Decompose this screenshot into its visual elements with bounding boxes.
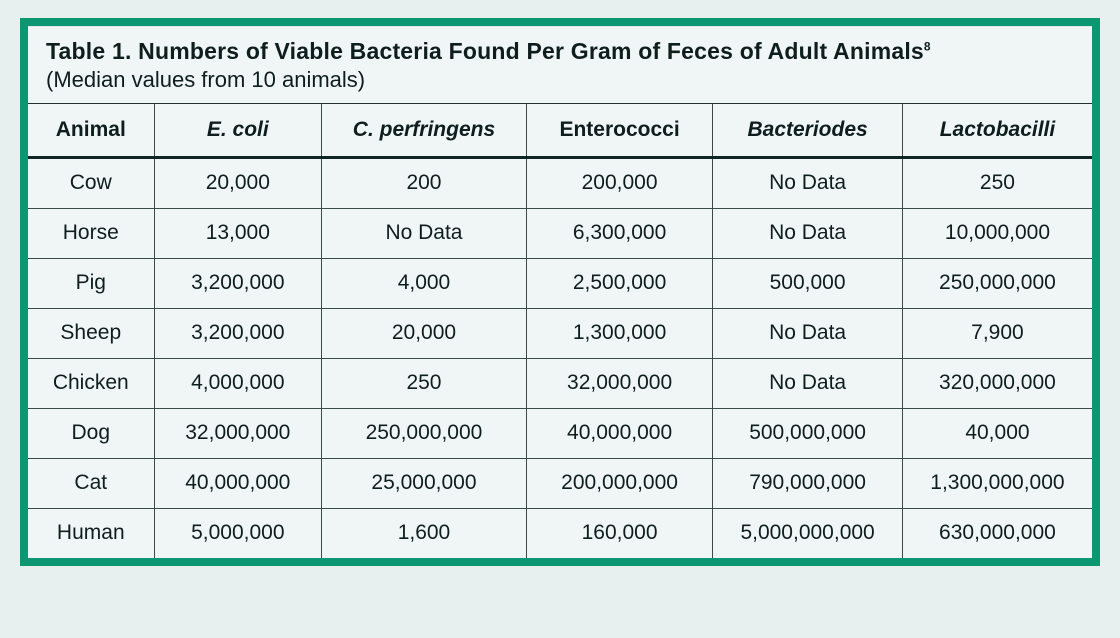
cell-animal: Human — [28, 509, 154, 559]
table-title-prefix: Table 1. — [46, 38, 138, 64]
cell-enterococci: 2,500,000 — [526, 259, 712, 309]
cell-ecoli: 32,000,000 — [154, 409, 322, 459]
table-title-superscript: 8 — [924, 39, 931, 53]
cell-bacteriodes: No Data — [713, 309, 903, 359]
col-header-lactobacilli-label: Lactobacilli — [940, 118, 1056, 141]
col-header-ecoli: E. coli — [154, 104, 322, 158]
cell-lactobacilli: 40,000 — [902, 409, 1092, 459]
col-header-lactobacilli: Lactobacilli — [902, 104, 1092, 158]
cell-cperfringens: 20,000 — [322, 309, 527, 359]
cell-ecoli: 20,000 — [154, 158, 322, 209]
table-row: Pig 3,200,000 4,000 2,500,000 500,000 25… — [28, 259, 1092, 309]
cell-lactobacilli: 250,000,000 — [902, 259, 1092, 309]
cell-lactobacilli: 10,000,000 — [902, 209, 1092, 259]
table-row: Cow 20,000 200 200,000 No Data 250 — [28, 158, 1092, 209]
cell-animal: Cat — [28, 459, 154, 509]
cell-animal: Pig — [28, 259, 154, 309]
bacteria-table: Animal E. coli C. perfringens Enterococc… — [28, 104, 1092, 558]
table-frame: Table 1. Numbers of Viable Bacteria Foun… — [20, 18, 1100, 566]
cell-enterococci: 32,000,000 — [526, 359, 712, 409]
col-header-cperfringens: C. perfringens — [322, 104, 527, 158]
table-title-block: Table 1. Numbers of Viable Bacteria Foun… — [28, 26, 1092, 104]
cell-ecoli: 40,000,000 — [154, 459, 322, 509]
cell-animal: Horse — [28, 209, 154, 259]
table-row: Human 5,000,000 1,600 160,000 5,000,000,… — [28, 509, 1092, 559]
cell-ecoli: 4,000,000 — [154, 359, 322, 409]
table-row: Chicken 4,000,000 250 32,000,000 No Data… — [28, 359, 1092, 409]
cell-enterococci: 200,000,000 — [526, 459, 712, 509]
cell-bacteriodes: 500,000,000 — [713, 409, 903, 459]
cell-bacteriodes: No Data — [713, 359, 903, 409]
table-row: Sheep 3,200,000 20,000 1,300,000 No Data… — [28, 309, 1092, 359]
cell-bacteriodes: No Data — [713, 209, 903, 259]
cell-lactobacilli: 7,900 — [902, 309, 1092, 359]
cell-lactobacilli: 630,000,000 — [902, 509, 1092, 559]
col-header-enterococci: Enterococci — [526, 104, 712, 158]
table-header-row: Animal E. coli C. perfringens Enterococc… — [28, 104, 1092, 158]
cell-cperfringens: 200 — [322, 158, 527, 209]
cell-animal: Dog — [28, 409, 154, 459]
cell-bacteriodes: 500,000 — [713, 259, 903, 309]
cell-animal: Sheep — [28, 309, 154, 359]
cell-ecoli: 3,200,000 — [154, 259, 322, 309]
cell-animal: Chicken — [28, 359, 154, 409]
cell-cperfringens: 250,000,000 — [322, 409, 527, 459]
cell-ecoli: 13,000 — [154, 209, 322, 259]
table-header: Animal E. coli C. perfringens Enterococc… — [28, 104, 1092, 158]
cell-cperfringens: 250 — [322, 359, 527, 409]
cell-cperfringens: 25,000,000 — [322, 459, 527, 509]
col-header-bacteriodes-label: Bacteriodes — [747, 118, 867, 141]
cell-enterococci: 40,000,000 — [526, 409, 712, 459]
cell-enterococci: 1,300,000 — [526, 309, 712, 359]
col-header-bacteriodes: Bacteriodes — [713, 104, 903, 158]
cell-bacteriodes: No Data — [713, 158, 903, 209]
cell-bacteriodes: 5,000,000,000 — [713, 509, 903, 559]
cell-lactobacilli: 320,000,000 — [902, 359, 1092, 409]
cell-ecoli: 5,000,000 — [154, 509, 322, 559]
cell-enterococci: 6,300,000 — [526, 209, 712, 259]
col-header-cperfringens-label: C. perfringens — [353, 118, 495, 141]
cell-cperfringens: No Data — [322, 209, 527, 259]
table-subtitle: (Median values from 10 animals) — [46, 67, 1074, 93]
table-row: Cat 40,000,000 25,000,000 200,000,000 79… — [28, 459, 1092, 509]
table-row: Horse 13,000 No Data 6,300,000 No Data 1… — [28, 209, 1092, 259]
cell-cperfringens: 1,600 — [322, 509, 527, 559]
cell-lactobacilli: 250 — [902, 158, 1092, 209]
table-title: Table 1. Numbers of Viable Bacteria Foun… — [46, 38, 1074, 65]
col-header-animal: Animal — [28, 104, 154, 158]
table-title-main: Numbers of Viable Bacteria Found Per Gra… — [138, 38, 924, 64]
page: Table 1. Numbers of Viable Bacteria Foun… — [0, 0, 1120, 638]
table-row: Dog 32,000,000 250,000,000 40,000,000 50… — [28, 409, 1092, 459]
col-header-ecoli-label: E. coli — [207, 118, 269, 141]
col-header-animal-label: Animal — [56, 118, 126, 141]
cell-animal: Cow — [28, 158, 154, 209]
cell-ecoli: 3,200,000 — [154, 309, 322, 359]
cell-enterococci: 200,000 — [526, 158, 712, 209]
cell-lactobacilli: 1,300,000,000 — [902, 459, 1092, 509]
cell-enterococci: 160,000 — [526, 509, 712, 559]
cell-bacteriodes: 790,000,000 — [713, 459, 903, 509]
col-header-enterococci-label: Enterococci — [559, 118, 679, 141]
cell-cperfringens: 4,000 — [322, 259, 527, 309]
table-body: Cow 20,000 200 200,000 No Data 250 Horse… — [28, 158, 1092, 559]
